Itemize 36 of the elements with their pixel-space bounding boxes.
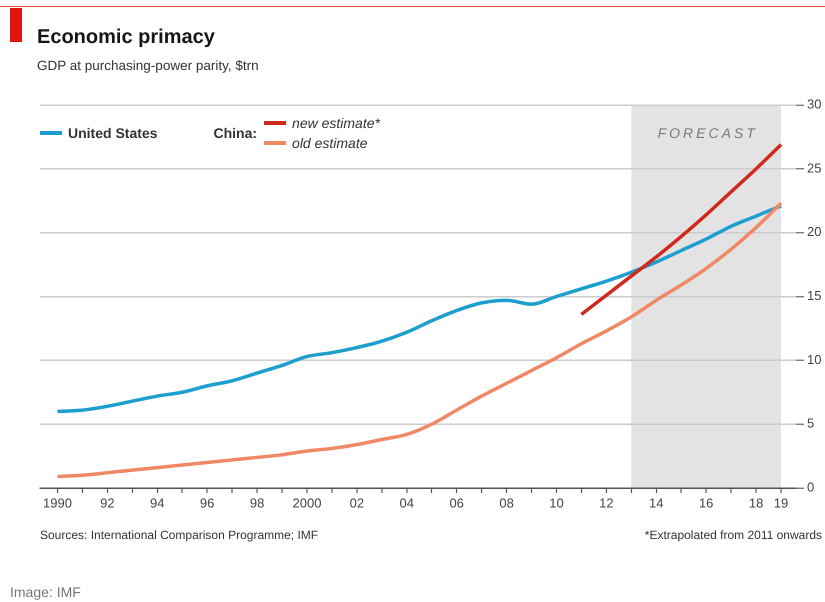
line-series — [56, 202, 783, 478]
legend-label: United States — [68, 125, 158, 141]
x-tick-label: 10 — [549, 495, 564, 510]
y-tick-label: 5 — [807, 416, 814, 431]
y-tick-label: 0 — [807, 480, 814, 495]
x-tick-label: 19 — [774, 495, 788, 510]
x-tick-label: 92 — [100, 495, 115, 510]
text: *Extrapolated from 2011 onwards — [644, 528, 822, 543]
y-tick-label: 10 — [807, 352, 822, 367]
source-note: Sources: International Comparison Programme; IMF — [40, 528, 318, 543]
x-tick-label: 16 — [698, 495, 714, 510]
line-series — [580, 142, 783, 316]
x-tick-label: 14 — [649, 495, 664, 510]
legend-label: new estimate* — [292, 114, 380, 133]
x-tick-label: 18 — [748, 495, 764, 510]
line-series — [56, 204, 783, 414]
x-tick-label: 98 — [250, 495, 264, 510]
chart-subtitle: GDP at purchasing-power parity, $trn — [37, 58, 259, 74]
x-tick-label: 06 — [449, 495, 464, 510]
x-tick-label: 04 — [400, 495, 414, 510]
legend-title: China: — [213, 125, 258, 141]
y-tick-label: 30 — [807, 96, 822, 112]
x-tick-label: 94 — [150, 495, 164, 510]
band-label: FORECAST — [658, 124, 758, 141]
y-tick-label: 20 — [807, 224, 822, 240]
x-tick-label: 2000 — [292, 495, 322, 510]
chart-title: Economic primacy — [37, 26, 215, 48]
x-tick-label: 08 — [499, 495, 514, 510]
text: Image: IMF — [10, 584, 81, 601]
legend-label: old estimate — [292, 134, 368, 153]
y-tick-label: 15 — [807, 288, 822, 304]
x-tick-label: 96 — [200, 495, 214, 510]
x-tick-label: 1990 — [43, 495, 72, 510]
x-tick-label: 02 — [350, 495, 364, 510]
y-tick-label: 25 — [807, 160, 822, 176]
x-tick-label: 12 — [599, 495, 614, 510]
